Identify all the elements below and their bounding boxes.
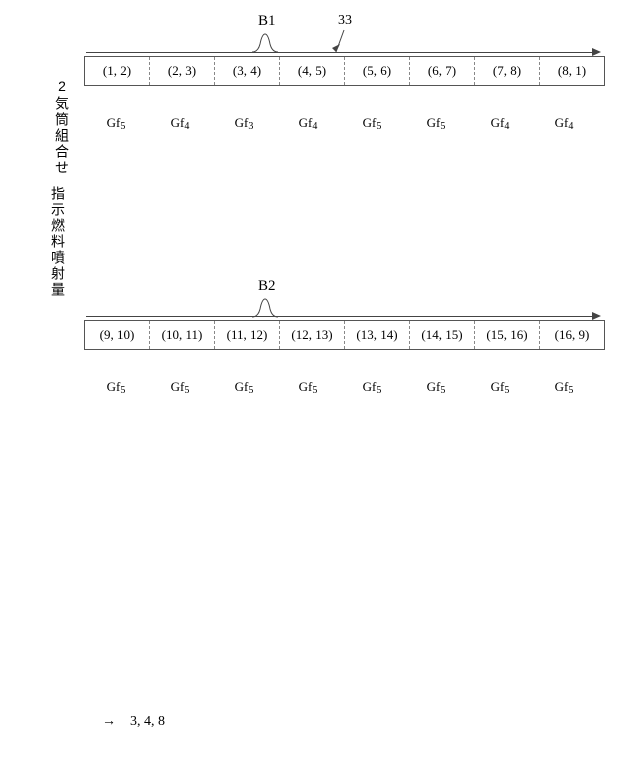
band1-gf-row: Gf5 Gf4 Gf3 Gf4 Gf5 Gf5 Gf4 Gf4 bbox=[84, 112, 605, 134]
band2-gf-1: Gf5 bbox=[148, 376, 212, 398]
callout-33-arrow bbox=[330, 28, 358, 58]
band1-pair-7: (8, 1) bbox=[539, 57, 604, 85]
band1-gf-7: Gf4 bbox=[532, 112, 596, 134]
band1-gf-3: Gf4 bbox=[276, 112, 340, 134]
band1-gf-1: Gf4 bbox=[148, 112, 212, 134]
band1-pair-0: (1, 2) bbox=[84, 57, 149, 85]
band2-pair-4: (13, 14) bbox=[344, 321, 409, 349]
band1-arrow bbox=[86, 52, 592, 53]
band2-pair-7: (16, 9) bbox=[539, 321, 604, 349]
band2-gf-0: Gf5 bbox=[84, 376, 148, 398]
band1-pair-2: (3, 4) bbox=[214, 57, 279, 85]
band2-gf-4: Gf5 bbox=[340, 376, 404, 398]
band2-gf-7: Gf5 bbox=[532, 376, 596, 398]
band1-label: B1 bbox=[258, 13, 276, 30]
band1-pair-6: (7, 8) bbox=[474, 57, 539, 85]
band2-gf-row: Gf5 Gf5 Gf5 Gf5 Gf5 Gf5 Gf5 Gf5 bbox=[84, 376, 605, 398]
band2-gf-5: Gf5 bbox=[404, 376, 468, 398]
band1-pair-1: (2, 3) bbox=[149, 57, 214, 85]
band1-pair-3: (4, 5) bbox=[279, 57, 344, 85]
band2-arrow-head bbox=[592, 312, 601, 320]
band1-gf-5: Gf5 bbox=[404, 112, 468, 134]
band1-brace bbox=[250, 30, 280, 54]
result-arrow: → bbox=[102, 714, 116, 730]
band2-pairs-row: (9, 10) (10, 11) (11, 12) (12, 13) (13, … bbox=[84, 320, 605, 350]
band1-pair-4: (5, 6) bbox=[344, 57, 409, 85]
result-numbers: 3, 4, 8 bbox=[130, 714, 165, 730]
band2-pair-0: (9, 10) bbox=[84, 321, 149, 349]
band2-pair-5: (14, 15) bbox=[409, 321, 474, 349]
band2-gf-3: Gf5 bbox=[276, 376, 340, 398]
band2-pair-3: (12, 13) bbox=[279, 321, 344, 349]
band2-table: (9, 10) (10, 11) (11, 12) (12, 13) (13, … bbox=[84, 320, 605, 398]
band1-gf-0: Gf5 bbox=[84, 112, 148, 134]
band2-label: B2 bbox=[258, 278, 276, 295]
label-2cyl-pairs: 2気筒組合せ bbox=[52, 78, 72, 176]
band1-gf-4: Gf5 bbox=[340, 112, 404, 134]
label-fuel-amount: 指示燃料噴射量 bbox=[48, 186, 68, 298]
band1-arrow-head bbox=[592, 48, 601, 56]
band1-pair-5: (6, 7) bbox=[409, 57, 474, 85]
band1-gf-2: Gf3 bbox=[212, 112, 276, 134]
band2-gf-2: Gf5 bbox=[212, 376, 276, 398]
band2-gf-6: Gf5 bbox=[468, 376, 532, 398]
band1-table: (1, 2) (2, 3) (3, 4) (4, 5) (5, 6) (6, 7… bbox=[84, 56, 605, 134]
band2-arrow bbox=[86, 316, 592, 317]
band1-gf-6: Gf4 bbox=[468, 112, 532, 134]
band2-pair-2: (11, 12) bbox=[214, 321, 279, 349]
band2-pair-1: (10, 11) bbox=[149, 321, 214, 349]
band2-pair-6: (15, 16) bbox=[474, 321, 539, 349]
band1-pairs-row: (1, 2) (2, 3) (3, 4) (4, 5) (5, 6) (6, 7… bbox=[84, 56, 605, 86]
callout-33-label: 33 bbox=[338, 13, 352, 29]
